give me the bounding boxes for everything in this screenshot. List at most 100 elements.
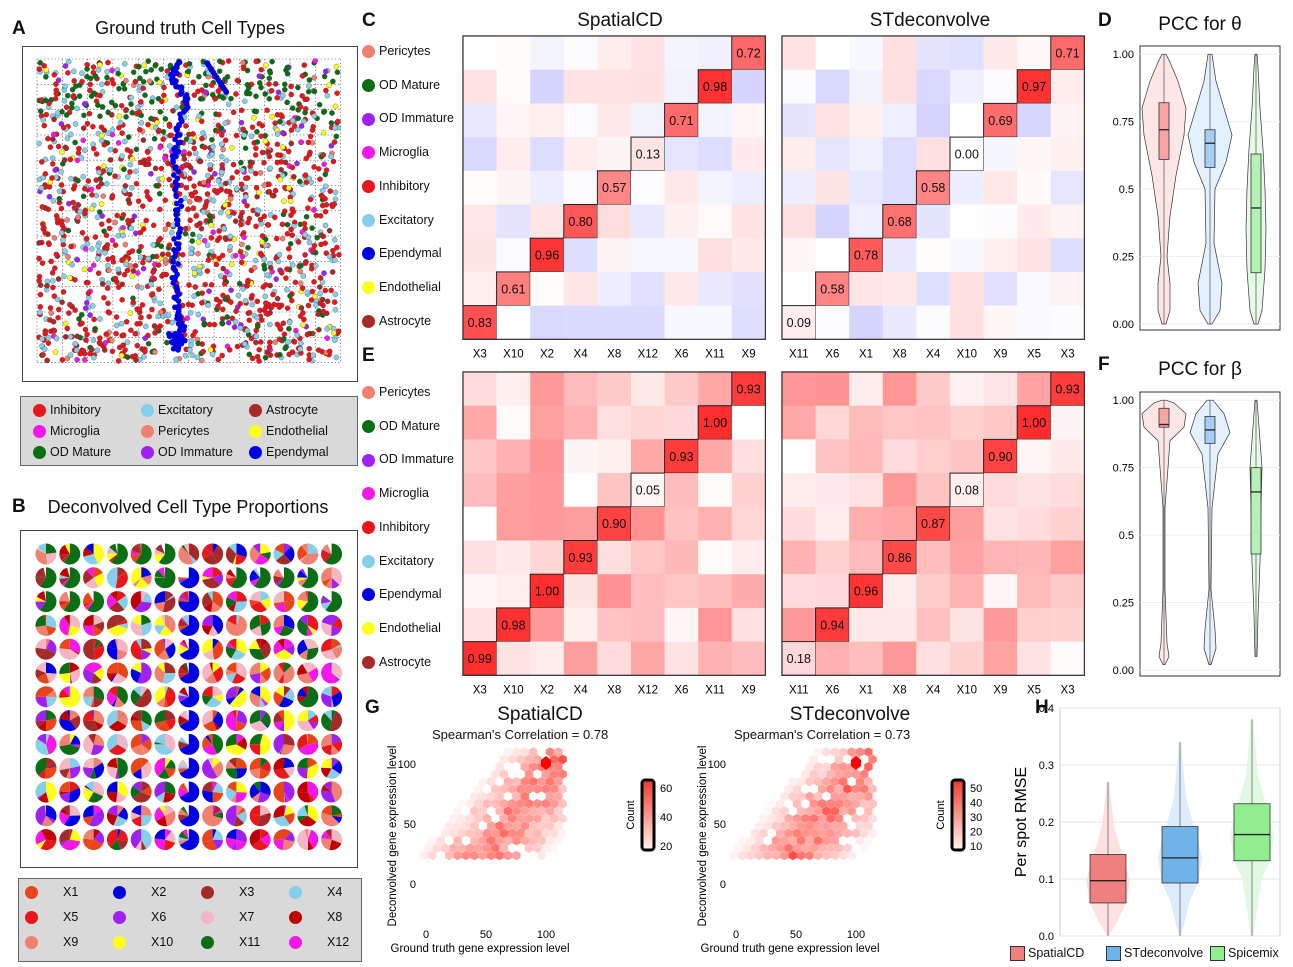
heatmap-cell bbox=[463, 36, 497, 70]
cell-point bbox=[205, 182, 211, 189]
cell-point bbox=[317, 213, 324, 219]
pie-slice bbox=[206, 768, 218, 779]
cell-point bbox=[105, 130, 111, 136]
cell-point bbox=[116, 125, 122, 131]
cell-point bbox=[334, 90, 340, 96]
hexbin-cell bbox=[776, 843, 785, 853]
heatmap-cell bbox=[731, 36, 766, 70]
hexbin-cell bbox=[524, 784, 534, 794]
cell-point bbox=[80, 137, 86, 144]
cell-point bbox=[82, 305, 89, 312]
pie-slice bbox=[130, 554, 142, 563]
pie-slice bbox=[46, 744, 50, 755]
cell-point bbox=[268, 87, 275, 94]
cell-point bbox=[160, 136, 166, 143]
pie-slice bbox=[297, 720, 314, 732]
cell-point bbox=[206, 321, 213, 328]
heatmap-cell bbox=[882, 271, 917, 306]
pie-slice bbox=[253, 543, 261, 554]
heatmap-cell bbox=[731, 69, 766, 104]
cell-point bbox=[224, 314, 230, 320]
hexbin-cell bbox=[860, 813, 869, 824]
pie-slice bbox=[69, 829, 81, 842]
cell-point bbox=[244, 81, 251, 88]
pie-slice bbox=[280, 744, 295, 755]
pie-slice bbox=[273, 569, 284, 578]
legend-item-ependymal: Ependymal bbox=[249, 445, 329, 460]
pie-spot bbox=[178, 805, 200, 827]
pie-slice bbox=[179, 733, 200, 755]
cell-point bbox=[187, 138, 194, 144]
cell-point bbox=[234, 186, 240, 192]
cell-point bbox=[187, 199, 193, 205]
pie-slice bbox=[250, 577, 261, 587]
pie-slice bbox=[69, 757, 81, 769]
heatmap-row-pericytes: Pericytes bbox=[362, 44, 430, 59]
hexbin-cell bbox=[524, 843, 534, 853]
cell-point bbox=[332, 257, 338, 264]
pie-slice bbox=[284, 805, 295, 816]
cell-point bbox=[97, 340, 103, 347]
pie-slice bbox=[297, 577, 308, 587]
heatmap-cell bbox=[815, 574, 850, 609]
heatmap-col-label: X6 bbox=[674, 348, 688, 360]
pie-slice bbox=[158, 567, 176, 589]
pie-slice bbox=[132, 768, 142, 779]
cell-point bbox=[272, 81, 279, 87]
pie-spot bbox=[202, 614, 224, 636]
cell-point bbox=[210, 229, 216, 235]
cell-point bbox=[320, 152, 327, 158]
pie-spot bbox=[130, 781, 152, 803]
pie-slice bbox=[284, 600, 295, 612]
heatmap-cell bbox=[1017, 641, 1052, 676]
pie-slice bbox=[165, 781, 176, 795]
cell-point bbox=[246, 309, 253, 316]
pie-spot bbox=[297, 614, 319, 636]
hexbin-cell bbox=[805, 850, 814, 861]
heatmap-cell bbox=[731, 305, 766, 340]
cell-point bbox=[38, 185, 45, 191]
pie-spot bbox=[154, 757, 176, 779]
hexbin-cell bbox=[537, 821, 546, 831]
panel-label-b: B bbox=[12, 496, 26, 517]
cell-point bbox=[79, 229, 86, 236]
cell-point bbox=[221, 225, 227, 232]
cell-point bbox=[262, 293, 268, 300]
cell-point bbox=[145, 255, 152, 262]
cell-point bbox=[156, 190, 163, 197]
row-swatch bbox=[362, 213, 375, 227]
hexbin-cell bbox=[839, 806, 848, 816]
heatmap-cell bbox=[731, 439, 766, 474]
pie-slice bbox=[141, 768, 146, 779]
pie-slice bbox=[236, 543, 247, 558]
pie-slice bbox=[59, 673, 71, 684]
cell-point bbox=[75, 150, 82, 156]
heatmap-cell bbox=[882, 238, 917, 273]
heatmap-cell bbox=[916, 540, 951, 575]
cell-point bbox=[195, 340, 201, 347]
heatmap-cell bbox=[496, 439, 531, 474]
pie-spot bbox=[106, 733, 128, 755]
cell-point bbox=[326, 82, 332, 89]
cell-point bbox=[141, 226, 147, 232]
pie-slice bbox=[40, 839, 57, 851]
pie-spot bbox=[225, 638, 247, 660]
pie-slice bbox=[260, 760, 271, 772]
pie-slice bbox=[85, 781, 94, 792]
cell-point bbox=[132, 230, 139, 236]
pie-slice bbox=[212, 666, 224, 683]
hexbin-cell bbox=[541, 769, 550, 779]
row-label-text: Microglia bbox=[379, 486, 430, 501]
hexbin-cell bbox=[529, 776, 538, 787]
cell-point bbox=[105, 256, 111, 262]
heatmap-col-label: X9 bbox=[742, 684, 756, 696]
cell-point bbox=[299, 73, 306, 79]
cell-point bbox=[294, 332, 300, 338]
pie-slice bbox=[284, 805, 287, 816]
pie-slice bbox=[178, 741, 189, 745]
pie-slice bbox=[93, 696, 104, 708]
x-tick: 50 bbox=[790, 929, 802, 941]
cell-point bbox=[104, 181, 110, 187]
pie-slice bbox=[321, 837, 332, 850]
pie-slice bbox=[106, 547, 118, 554]
